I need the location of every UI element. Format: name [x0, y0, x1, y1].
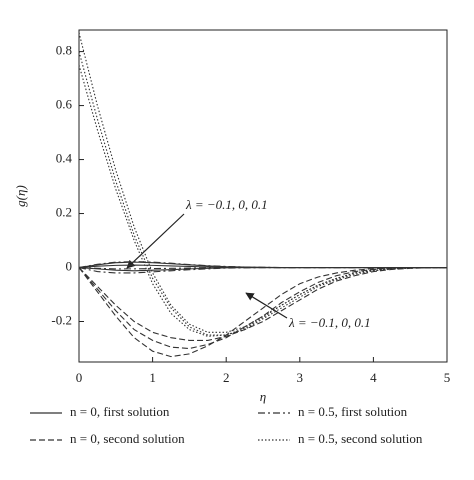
- y-tick-label: 0.6: [56, 97, 73, 112]
- curve: [78, 266, 447, 358]
- y-tick-label: -0.2: [51, 312, 72, 327]
- y-tick-label: 0: [66, 259, 73, 274]
- x-tick-label: 3: [297, 370, 304, 385]
- curve: [78, 51, 448, 336]
- annotation: λ = −0.1, 0, 0.1: [185, 197, 268, 212]
- y-tick-label: 0.8: [56, 43, 72, 58]
- x-tick-label: 5: [444, 370, 451, 385]
- annotation-arrow: [245, 292, 288, 319]
- plot-frame: [78, 29, 448, 363]
- curve: [78, 266, 447, 274]
- x-tick-label: 2: [223, 370, 230, 385]
- legend-label: n = 0.5, second solution: [298, 431, 423, 446]
- curve: [78, 32, 447, 333]
- curve: [78, 266, 447, 350]
- curve: [78, 266, 448, 341]
- annotation: λ = −0.1, 0, 0.1: [288, 315, 371, 330]
- legend-label: n = 0.5, first solution: [298, 404, 408, 419]
- y-tick-label: 0.4: [56, 151, 73, 166]
- curve: [78, 64, 447, 337]
- y-axis-label: g(η): [13, 185, 28, 207]
- y-tick-label: 0.2: [56, 205, 72, 220]
- legend-label: n = 0, second solution: [70, 431, 185, 446]
- x-tick-label: 1: [149, 370, 156, 385]
- x-tick-label: 0: [76, 370, 83, 385]
- legend-label: n = 0, first solution: [70, 404, 170, 419]
- x-axis-label: η: [260, 389, 266, 404]
- annotation-arrow: [126, 213, 185, 269]
- x-tick-label: 4: [370, 370, 377, 385]
